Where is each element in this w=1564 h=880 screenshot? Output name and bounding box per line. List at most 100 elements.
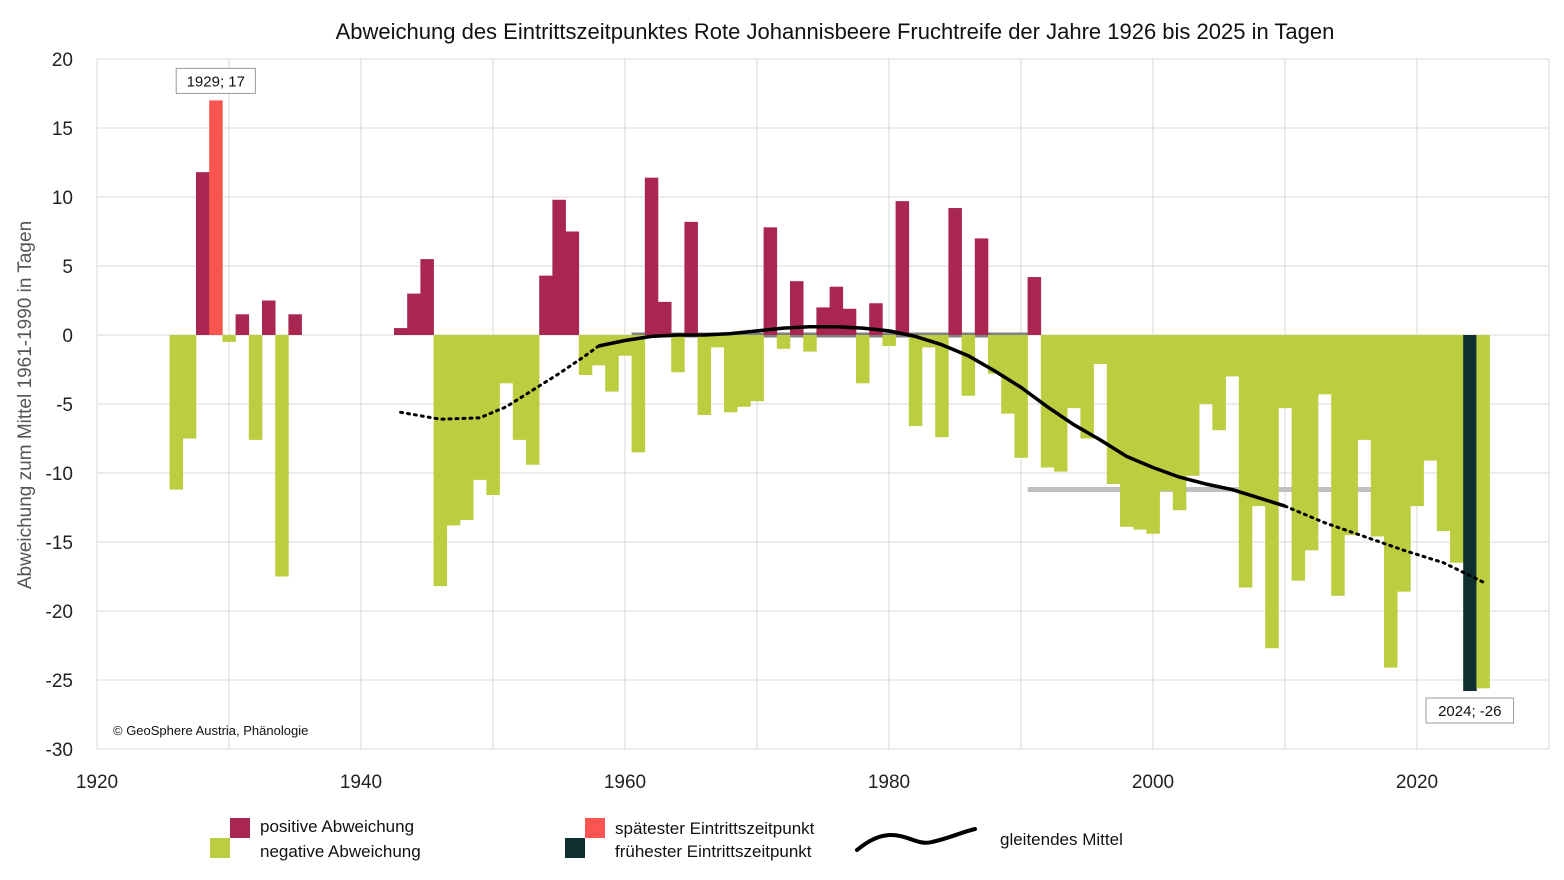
x-tick-label: 1920 (76, 772, 118, 793)
bar-1969 (737, 335, 751, 407)
bar-1990 (1014, 335, 1028, 458)
bar-2023 (1450, 335, 1464, 563)
bar-1998 (1120, 335, 1134, 527)
bar-1950 (486, 335, 500, 496)
moving-average-dotted-start (399, 344, 601, 421)
bar-1956 (565, 231, 580, 335)
bar-1934 (275, 335, 289, 577)
legend: positive Abweichung negative Abweichung sp… (210, 817, 1123, 861)
bar-2014 (1331, 335, 1345, 596)
bar-1967 (710, 335, 725, 348)
annotation-label: 2024; -26 (1438, 703, 1501, 720)
bar-2024 (1463, 335, 1477, 692)
bar-1987 (974, 238, 989, 335)
bar-1961 (631, 335, 646, 453)
y-tick-label: -30 (46, 740, 73, 761)
bar-1979 (869, 303, 883, 335)
bar-1988 (988, 335, 1002, 374)
bar-2007 (1238, 335, 1253, 588)
axes: -30 -25 -20 -15 -10 -5 0 5 10 15 20 1920 1940 1960 198… (46, 50, 1439, 793)
bar-1985 (948, 208, 962, 335)
x-tick-label: 2000 (1132, 772, 1174, 793)
bar-1929 (209, 100, 223, 336)
bar-1981 (895, 201, 910, 335)
bar-1971 (763, 227, 778, 335)
x-tick-label: 1960 (604, 772, 646, 793)
y-tick-label: 10 (52, 188, 73, 209)
bar-1978 (856, 335, 870, 384)
moving-average (399, 324, 1485, 584)
bar-1949 (473, 335, 487, 480)
x-tick-label: 1940 (340, 772, 382, 793)
bar-1935 (288, 314, 302, 335)
annotation-box (175, 67, 256, 94)
bar-1991 (1027, 277, 1042, 335)
x-tick-label: 1980 (868, 772, 910, 793)
annotation-label: 1929; 17 (187, 73, 245, 90)
bar-1953 (526, 335, 540, 465)
bar-2011 (1291, 335, 1306, 581)
annotations: 1929; 17 2024; -26 (175, 67, 1515, 724)
y-tick-label: -15 (46, 533, 73, 554)
bar-1984 (935, 335, 949, 438)
bar-1963 (658, 301, 672, 335)
bar-1986 (961, 335, 976, 396)
bar-1994 (1067, 335, 1081, 409)
bar-1931 (235, 314, 250, 335)
bar-2003 (1186, 335, 1200, 476)
moving-average-line (598, 324, 1286, 508)
bar-1952 (512, 335, 527, 440)
bar-2013 (1318, 335, 1332, 395)
y-axis-label: Abweichung zum Mittel 1961-1990 in Tagen (15, 221, 36, 589)
bar-2005 (1212, 335, 1226, 431)
legend-swatch-earliest (565, 838, 585, 858)
bar-2001 (1159, 335, 1174, 491)
bar-1946 (433, 335, 448, 587)
bar-1954 (539, 275, 553, 335)
bar-2021 (1423, 335, 1438, 461)
bar-2015 (1344, 335, 1358, 536)
bar-2020 (1410, 335, 1424, 507)
bar-1932 (248, 335, 263, 440)
bar-1945 (420, 259, 434, 335)
bar-2019 (1397, 335, 1411, 592)
bar-1959 (605, 335, 619, 392)
bar-1997 (1106, 335, 1121, 485)
bar-1943 (394, 328, 408, 335)
bar-2009 (1265, 335, 1279, 649)
bar-2022 (1436, 335, 1451, 531)
y-tick-label: -5 (56, 395, 73, 416)
bar-2004 (1199, 335, 1213, 404)
bar-2012 (1304, 335, 1319, 551)
bars (169, 100, 1490, 692)
bar-1927 (182, 335, 197, 439)
bar-1993 (1054, 335, 1068, 472)
bar-1970 (750, 335, 764, 402)
bar-1964 (671, 335, 685, 373)
bar-1980 (882, 335, 896, 347)
moving-average-dotted-end (1283, 504, 1485, 584)
bar-1948 (460, 335, 474, 520)
bar-2017 (1370, 335, 1385, 537)
legend-swatch-positive (230, 818, 250, 838)
bar-2006 (1225, 335, 1240, 377)
bar-1965 (684, 221, 698, 335)
bar-1973 (790, 281, 804, 335)
bar-2010 (1278, 335, 1292, 409)
annotation-box (1425, 697, 1515, 724)
legend-label-latest: spätester Eintrittszeitpunkt (615, 819, 815, 838)
legend-swatch-negative (210, 838, 230, 858)
legend-line-moving-average (855, 827, 977, 852)
bar-1968 (724, 335, 738, 413)
chart-title: Abweichung des Eintrittszeitpunktes Rote… (336, 19, 1335, 44)
bar-1947 (446, 335, 461, 526)
legend-label-moving-average: gleitendes Mittel (1000, 830, 1123, 849)
y-tick-label: -20 (46, 602, 73, 623)
bar-1955 (552, 199, 566, 335)
y-tick-label: -10 (46, 464, 73, 485)
bar-2000 (1146, 335, 1160, 534)
bar-1944 (407, 293, 421, 335)
bar-1977 (842, 308, 857, 335)
bar-1974 (803, 335, 817, 352)
